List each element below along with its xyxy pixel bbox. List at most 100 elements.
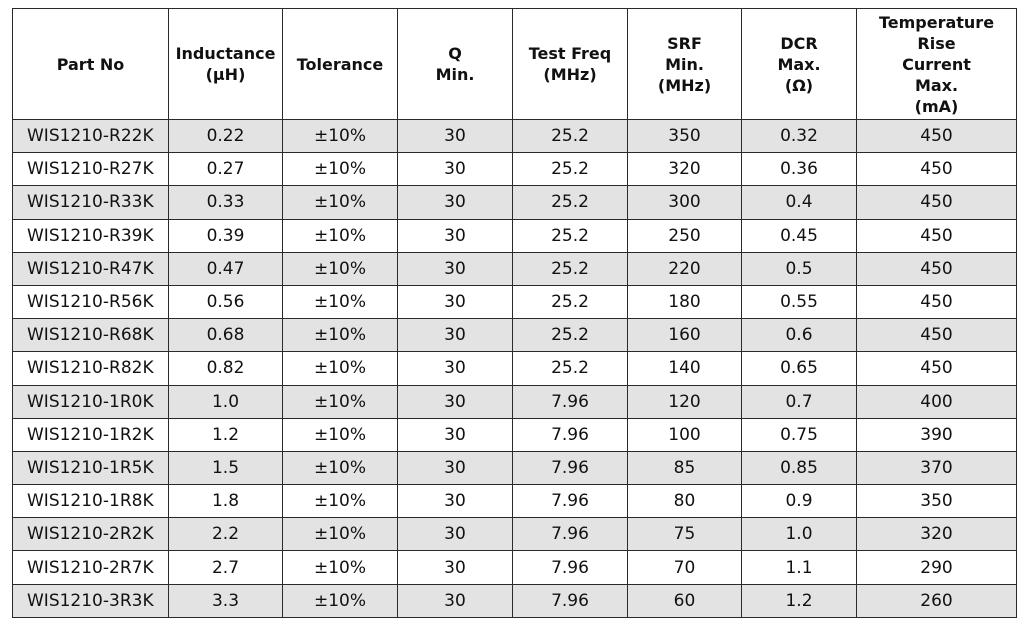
- srf-min-cell: 180: [627, 284, 742, 320]
- q-min-cell: 30: [397, 550, 513, 585]
- q-min-cell: 30: [397, 152, 513, 187]
- inductance-cell: 0.39: [168, 218, 283, 253]
- tolerance-cell: ±10%: [282, 417, 398, 452]
- column-header-line: SRF: [667, 33, 702, 53]
- part-number-cell: WIS1210-2R2K: [12, 517, 169, 552]
- header-srf-min: SRF Min. (MHz): [627, 8, 742, 120]
- temp-rise-current-cell: 350: [856, 484, 1017, 519]
- part-number-cell: WIS1210-1R2K: [12, 417, 169, 452]
- column-header-line: (mA): [914, 96, 959, 116]
- q-min-cell: 30: [397, 450, 513, 486]
- srf-min-cell: 100: [627, 417, 742, 452]
- test-freq-cell: 25.2: [512, 118, 628, 154]
- inductance-cell: 1.8: [168, 484, 283, 519]
- temp-rise-current-cell: 370: [856, 450, 1017, 486]
- part-number-cell: WIS1210-2R7K: [12, 550, 169, 585]
- part-number-cell: WIS1210-R22K: [12, 118, 169, 154]
- table-row: WIS1210-R39K 0.39 ±10% 30 25.2 250 0.45 450: [12, 218, 1017, 253]
- test-freq-cell: 25.2: [512, 218, 628, 253]
- dcr-max-cell: 0.55: [741, 284, 857, 320]
- header-tolerance: Tolerance: [282, 8, 398, 120]
- part-number-cell: WIS1210-R33K: [12, 185, 169, 220]
- header-inductance: Inductance (µH): [168, 8, 283, 120]
- q-min-cell: 30: [397, 118, 513, 154]
- header-dcr-max: DCR Max. (Ω): [741, 8, 857, 120]
- dcr-max-cell: 0.85: [741, 450, 857, 486]
- column-header-line: (Ω): [784, 75, 814, 95]
- q-min-cell: 30: [397, 417, 513, 452]
- temp-rise-current-cell: 450: [856, 284, 1017, 320]
- temp-rise-current-cell: 290: [856, 550, 1017, 585]
- test-freq-cell: 25.2: [512, 284, 628, 320]
- test-freq-cell: 25.2: [512, 251, 628, 286]
- part-number-cell: WIS1210-1R5K: [12, 450, 169, 486]
- table-row: WIS1210-2R2K 2.2 ±10% 30 7.96 75 1.0 320: [12, 517, 1017, 552]
- q-min-cell: 30: [397, 218, 513, 253]
- temp-rise-current-cell: 260: [856, 583, 1017, 618]
- header-q-min: Q Min.: [397, 8, 513, 120]
- column-header-line: Min.: [665, 54, 704, 74]
- column-header-line: Max.: [777, 54, 821, 74]
- srf-min-cell: 320: [627, 152, 742, 187]
- srf-min-cell: 120: [627, 384, 742, 419]
- test-freq-cell: 7.96: [512, 583, 628, 618]
- tolerance-cell: ±10%: [282, 550, 398, 585]
- inductance-cell: 0.56: [168, 284, 283, 320]
- temp-rise-current-cell: 390: [856, 417, 1017, 452]
- dcr-max-cell: 0.32: [741, 118, 857, 154]
- inductance-cell: 2.7: [168, 550, 283, 585]
- q-min-cell: 30: [397, 284, 513, 320]
- table-row: WIS1210-1R8K 1.8 ±10% 30 7.96 80 0.9 350: [12, 484, 1017, 519]
- dcr-max-cell: 1.2: [741, 583, 857, 618]
- temp-rise-current-cell: 400: [856, 384, 1017, 419]
- dcr-max-cell: 0.9: [741, 484, 857, 519]
- q-min-cell: 30: [397, 517, 513, 552]
- q-min-cell: 30: [397, 484, 513, 519]
- q-min-cell: 30: [397, 251, 513, 286]
- dcr-max-cell: 0.45: [741, 218, 857, 253]
- table-row: WIS1210-3R3K 3.3 ±10% 30 7.96 60 1.2 260: [12, 583, 1017, 618]
- inductance-cell: 0.22: [168, 118, 283, 154]
- table-row: WIS1210-R56K 0.56 ±10% 30 25.2 180 0.55 450: [12, 284, 1017, 320]
- header-row: Part No Inductance (µH) Tolerance Q Min. Test …: [12, 8, 1017, 120]
- temp-rise-current-cell: 450: [856, 318, 1017, 353]
- column-header-line: Min.: [435, 65, 475, 84]
- table-row: WIS1210-R82K 0.82 ±10% 30 25.2 140 0.65 450: [12, 351, 1017, 386]
- test-freq-cell: 7.96: [512, 450, 628, 486]
- column-header-line: Current: [902, 54, 971, 74]
- dcr-max-cell: 0.4: [741, 185, 857, 220]
- tolerance-cell: ±10%: [282, 185, 398, 220]
- srf-min-cell: 300: [627, 185, 742, 220]
- column-header-line: DCR: [780, 33, 818, 53]
- header-temp-rise-current: Temperature Rise Current Max. (mA): [856, 8, 1017, 120]
- tolerance-cell: ±10%: [282, 318, 398, 353]
- dcr-max-cell: 0.36: [741, 152, 857, 187]
- inductance-cell: 1.5: [168, 450, 283, 486]
- srf-min-cell: 70: [627, 550, 742, 585]
- dcr-max-cell: 0.5: [741, 251, 857, 286]
- dcr-max-cell: 0.6: [741, 318, 857, 353]
- inductor-spec-table: Part No Inductance (µH) Tolerance Q Min. Test …: [12, 8, 1017, 618]
- column-header-line: Q: [448, 44, 462, 63]
- q-min-cell: 30: [397, 351, 513, 386]
- inductance-cell: 0.82: [168, 351, 283, 386]
- tolerance-cell: ±10%: [282, 384, 398, 419]
- table-header: Part No Inductance (µH) Tolerance Q Min. Test …: [12, 8, 1017, 120]
- temp-rise-current-cell: 320: [856, 517, 1017, 552]
- srf-min-cell: 350: [627, 118, 742, 154]
- q-min-cell: 30: [397, 185, 513, 220]
- tolerance-cell: ±10%: [282, 118, 398, 154]
- part-number-cell: WIS1210-R56K: [12, 284, 169, 320]
- temp-rise-current-cell: 450: [856, 218, 1017, 253]
- column-header-line: Inductance: [175, 44, 276, 63]
- srf-min-cell: 75: [627, 517, 742, 552]
- table-row: WIS1210-R27K 0.27 ±10% 30 25.2 320 0.36 450: [12, 152, 1017, 187]
- table-row: WIS1210-1R2K 1.2 ±10% 30 7.96 100 0.75 390: [12, 417, 1017, 452]
- table-row: WIS1210-R68K 0.68 ±10% 30 25.2 160 0.6 450: [12, 318, 1017, 353]
- test-freq-cell: 7.96: [512, 517, 628, 552]
- column-header-line: Part No: [56, 54, 125, 74]
- test-freq-cell: 25.2: [512, 185, 628, 220]
- column-header-line: (MHz): [543, 65, 597, 84]
- part-number-cell: WIS1210-R39K: [12, 218, 169, 253]
- part-number-cell: WIS1210-R68K: [12, 318, 169, 353]
